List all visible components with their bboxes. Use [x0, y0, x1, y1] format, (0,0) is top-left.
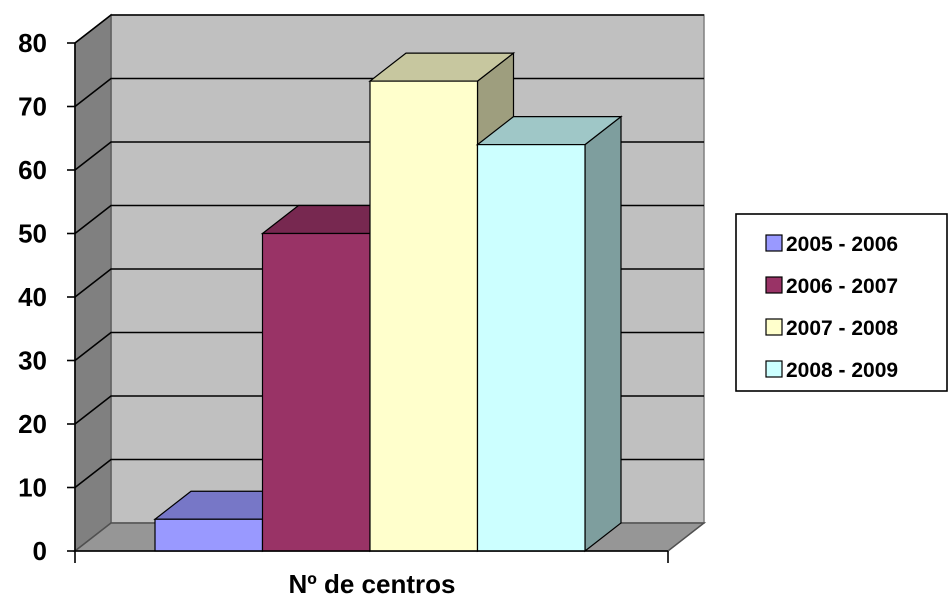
y-axis-ticks: 0 10 20 30 40 50 60 70 80: [18, 28, 47, 566]
y-tick-label: 30: [18, 346, 47, 376]
y-tick-label: 50: [18, 219, 47, 249]
legend-item: 2005 - 2006: [765, 233, 898, 256]
bar-front: [369, 80, 479, 552]
y-tick-label: 10: [18, 473, 47, 503]
legend-label: 2007 - 2008: [786, 317, 898, 340]
bar-side: [584, 115, 622, 553]
legend: 2005 - 2006 2006 - 2007 2007 - 2008 2008 - …: [735, 213, 948, 392]
bars: [153, 51, 623, 553]
gridline: [74, 14, 704, 44]
legend-swatch: [765, 318, 783, 336]
y-tick-label: 0: [33, 536, 47, 566]
bar-front: [476, 144, 586, 552]
bar-front: [261, 232, 371, 552]
legend-swatch: [765, 234, 783, 252]
bar-2008-2009: [475, 115, 623, 553]
legend-item: 2007 - 2008: [765, 317, 898, 340]
legend-item: 2008 - 2009: [765, 359, 898, 382]
legend-item: 2006 - 2007: [765, 275, 898, 298]
y-tick-label: 20: [18, 409, 47, 439]
axes: [67, 42, 669, 563]
legend-swatch: [765, 360, 783, 378]
y-tick-label: 40: [18, 282, 47, 312]
legend-label: 2005 - 2006: [786, 233, 898, 256]
y-tick-label: 60: [18, 155, 47, 185]
legend-swatch: [765, 276, 783, 294]
x-axis-title: Nº de centros: [289, 569, 456, 599]
y-tick-label: 70: [18, 92, 47, 122]
legend-label: 2008 - 2009: [786, 359, 898, 382]
bar-front: [154, 518, 264, 552]
y-tick-label: 80: [18, 28, 47, 58]
legend-label: 2006 - 2007: [786, 275, 898, 298]
